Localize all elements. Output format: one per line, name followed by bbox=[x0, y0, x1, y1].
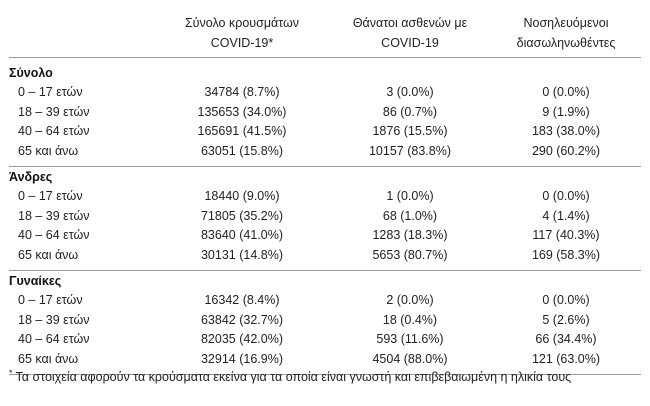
deaths-value: 593 (11.6%) bbox=[376, 332, 444, 346]
table-row: 0 – 17 ετών 18440 (9.0%) 1 (0.0%) 0 (0.0%) bbox=[9, 187, 641, 207]
cases-value: 34784 (8.7%) bbox=[204, 85, 280, 99]
cases-value: 83640 (41.0%) bbox=[200, 228, 283, 242]
group-title: Σύνολο bbox=[9, 66, 53, 80]
footnote: * Τα στοιχεία αφορούν τα κρούσματα εκείνα… bbox=[9, 368, 571, 384]
age-group-label: 40 – 64 ετών bbox=[18, 124, 90, 138]
table-row: 18 – 39 ετών 63842 (32.7%) 18 (0.4%) 5 (2.6… bbox=[9, 311, 641, 331]
intubated-value: 290 (60.2%) bbox=[531, 143, 601, 158]
group-title: Γυναίκες bbox=[9, 274, 62, 288]
intubated-value: 0 (0.0%) bbox=[542, 189, 590, 203]
group-title: Άνδρες bbox=[9, 170, 53, 184]
cases-value: 30131 (14.8%) bbox=[200, 247, 283, 262]
intubated-value: 9 (1.9%) bbox=[542, 104, 590, 119]
header-deaths-line2: COVID-19 bbox=[381, 36, 439, 50]
cases-value: 71805 (35.2%) bbox=[200, 208, 283, 223]
cases-value: 135653 (34.0%) bbox=[197, 104, 287, 119]
cases-value: 63051 (15.8%) bbox=[200, 143, 283, 158]
header-deaths: Θάνατοι ασθενών με COVID-19 bbox=[336, 13, 484, 53]
table-row: 65 και άνω 32914 (16.9%) 4504 (88.0%) 121 (… bbox=[9, 350, 641, 370]
cases-value: 32914 (16.9%) bbox=[200, 351, 283, 366]
deaths-value: 3 (0.0%) bbox=[386, 85, 434, 99]
table-row: 65 και άνω 30131 (14.8%) 5653 (80.7%) 169 (… bbox=[9, 246, 641, 266]
group-divider bbox=[9, 265, 641, 271]
header-intubated: Νοσηλευόμενοι διασωληνωθέντες bbox=[498, 13, 634, 53]
cases-value: 82035 (42.0%) bbox=[200, 332, 283, 346]
intubated-value: 0 (0.0%) bbox=[542, 85, 590, 99]
intubated-value: 4 (1.4%) bbox=[542, 208, 590, 223]
header-intubated-line1: Νοσηλευόμενοι bbox=[523, 16, 609, 30]
table-row: 40 – 64 ετών 83640 (41.0%) 1283 (18.3%) 117… bbox=[9, 226, 641, 246]
group-divider bbox=[9, 161, 641, 167]
table-header: Σύνολο κρουσμάτων COVID-19* Θάνατοι ασθε… bbox=[9, 3, 641, 58]
age-group-label: 40 – 64 ετών bbox=[18, 228, 90, 242]
table-row: 40 – 64 ετών 82035 (42.0%) 593 (11.6%) 66 (… bbox=[9, 330, 641, 350]
age-group-label: 65 και άνω bbox=[18, 143, 79, 158]
intubated-value: 117 (40.3%) bbox=[532, 228, 600, 242]
footnote-marker: * bbox=[9, 368, 13, 378]
cases-value: 16342 (8.4%) bbox=[204, 293, 280, 307]
age-group-label: 18 – 39 ετών bbox=[18, 208, 90, 223]
age-group-label: 18 – 39 ετών bbox=[18, 312, 90, 327]
header-total-cases: Σύνολο κρουσμάτων COVID-19* bbox=[172, 13, 312, 53]
table-row: 40 – 64 ετών 165691 (41.5%) 1876 (15.5%) 18… bbox=[9, 122, 641, 142]
intubated-value: 121 (63.0%) bbox=[531, 351, 601, 366]
group-divider bbox=[9, 369, 641, 375]
deaths-value: 68 (1.0%) bbox=[382, 208, 438, 223]
deaths-value: 5653 (80.7%) bbox=[372, 247, 448, 262]
header-intubated-line2: διασωληνωθέντες bbox=[516, 36, 616, 50]
cases-value: 18440 (9.0%) bbox=[204, 189, 280, 203]
table-row: 0 – 17 ετών 16342 (8.4%) 2 (0.0%) 0 (0.0%) bbox=[9, 291, 641, 311]
table-row: 18 – 39 ετών 135653 (34.0%) 86 (0.7%) 9 (1.… bbox=[9, 103, 641, 123]
age-group-label: 0 – 17 ετών bbox=[18, 293, 83, 307]
deaths-value: 1876 (15.5%) bbox=[372, 124, 448, 138]
intubated-value: 183 (38.0%) bbox=[531, 124, 601, 138]
deaths-value: 1 (0.0%) bbox=[386, 189, 434, 203]
table-row: 65 και άνω 63051 (15.8%) 10157 (83.8%) 290 … bbox=[9, 142, 641, 162]
age-group-label: 18 – 39 ετών bbox=[18, 104, 90, 119]
age-group-label: 65 και άνω bbox=[18, 247, 79, 262]
footnote-text: Τα στοιχεία αφορούν τα κρούσματα εκείνα … bbox=[15, 370, 572, 385]
intubated-value: 169 (58.3%) bbox=[531, 247, 601, 262]
age-group-label: 65 και άνω bbox=[18, 351, 79, 366]
deaths-value: 86 (0.7%) bbox=[382, 104, 438, 119]
deaths-value: 18 (0.4%) bbox=[382, 312, 438, 327]
cases-value: 63842 (32.7%) bbox=[200, 312, 283, 327]
age-group-label: 40 – 64 ετών bbox=[18, 332, 90, 346]
age-group-label: 0 – 17 ετών bbox=[18, 189, 83, 203]
deaths-value: 10157 (83.8%) bbox=[368, 143, 451, 158]
deaths-value: 4504 (88.0%) bbox=[372, 351, 448, 366]
intubated-value: 5 (2.6%) bbox=[542, 312, 590, 327]
deaths-value: 2 (0.0%) bbox=[386, 293, 434, 307]
table-body: Σύνολο 0 – 17 ετών 34784 (8.7%) 3 (0.0%) 0 (… bbox=[9, 64, 641, 375]
age-statistics-table: Σύνολο κρουσμάτων COVID-19* Θάνατοι ασθε… bbox=[9, 3, 641, 375]
intubated-value: 66 (34.4%) bbox=[535, 332, 597, 346]
header-deaths-line1: Θάνατοι ασθενών με bbox=[352, 16, 468, 30]
header-total-cases-line1: Σύνολο κρουσμάτων bbox=[184, 16, 300, 30]
header-total-cases-line2: COVID-19* bbox=[210, 36, 274, 50]
deaths-value: 1283 (18.3%) bbox=[372, 228, 448, 242]
intubated-value: 0 (0.0%) bbox=[542, 293, 590, 307]
age-group-label: 0 – 17 ετών bbox=[18, 85, 83, 99]
cases-value: 165691 (41.5%) bbox=[197, 124, 287, 138]
table-row: 18 – 39 ετών 71805 (35.2%) 68 (1.0%) 4 (1.4… bbox=[9, 207, 641, 227]
table-row: 0 – 17 ετών 34784 (8.7%) 3 (0.0%) 0 (0.0%) bbox=[9, 83, 641, 103]
